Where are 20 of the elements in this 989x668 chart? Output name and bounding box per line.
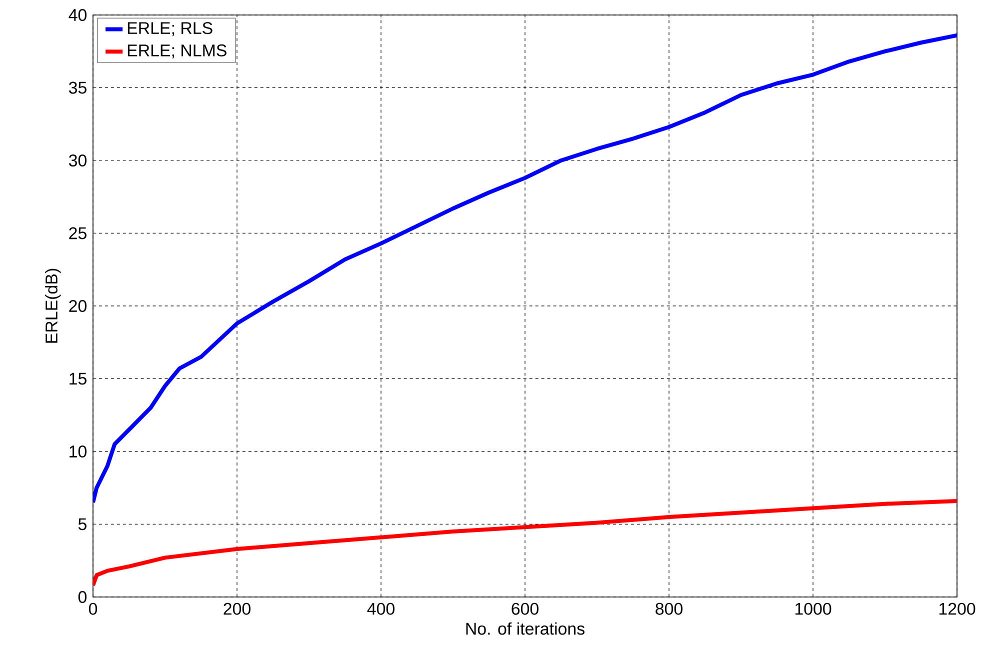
x-tick-label: 0	[88, 602, 98, 615]
x-tick-label: 1000	[795, 602, 832, 615]
y-tick-label: 35	[68, 82, 86, 94]
y-axis-title: ERLE(dB)	[45, 268, 61, 343]
x-tick-label: 600	[512, 602, 538, 615]
x-tick-label: 800	[656, 602, 682, 615]
y-tick-label: 5	[78, 518, 86, 530]
y-tick-label: 0	[78, 590, 87, 603]
x-tick-label: 200	[224, 602, 250, 615]
x-tick-label: 400	[367, 602, 394, 615]
x-tick-label: 1200	[939, 602, 976, 615]
y-tick-label: 20	[69, 300, 87, 312]
y-tick-label: 25	[69, 227, 86, 240]
y-tick-label: 10	[70, 445, 87, 458]
y-tick-label: 30	[68, 154, 87, 166]
y-tick-label: 15	[70, 372, 86, 385]
y-tick-label: 40	[68, 8, 87, 21]
x-axis-title: No. of iterations	[466, 622, 584, 635]
legend-label: ERLE; RLS	[128, 22, 212, 36]
legend-label: ERLE; NLMS	[128, 44, 226, 58]
